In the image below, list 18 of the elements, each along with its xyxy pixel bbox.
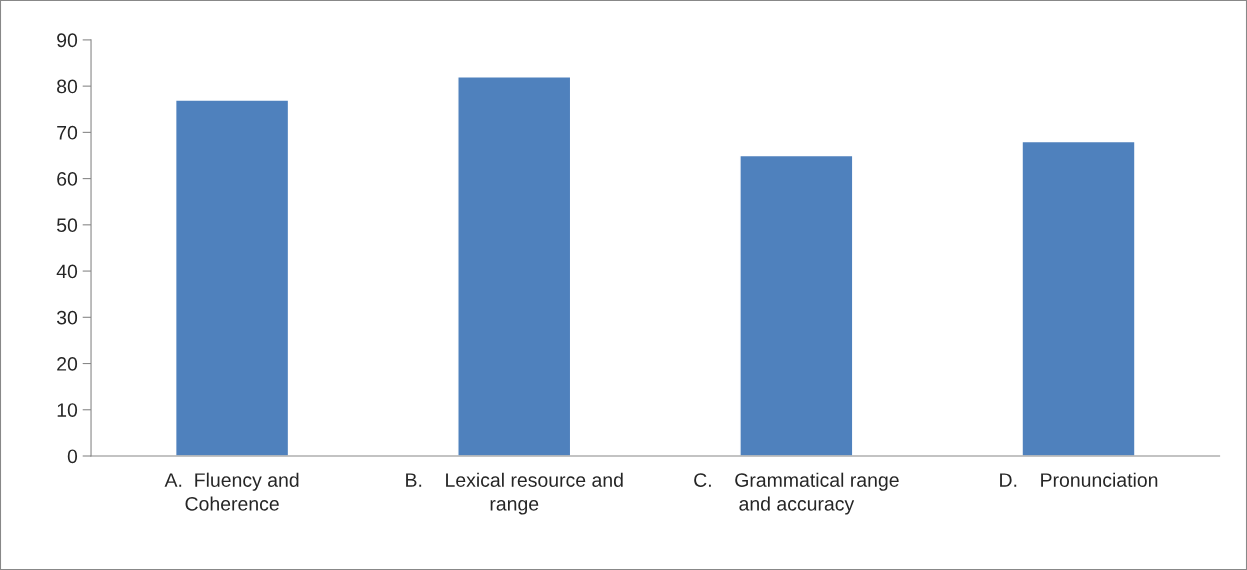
x-tick-label: C. Grammatical range and accuracy (694, 472, 899, 515)
y-tick-label: 70 (57, 125, 78, 140)
y-tick-label: 40 (56, 264, 78, 279)
y-tick-label: 50 (56, 218, 78, 233)
y-tick-label: 10 (57, 403, 78, 417)
y-tick-label: 60 (57, 172, 78, 186)
y-tick-label: 30 (56, 310, 78, 325)
y-tick-label: 0 (67, 449, 78, 464)
bar (174, 99, 290, 456)
y-tick-label: 90 (57, 33, 78, 48)
x-tick-label: A. Fluency and Coherence (164, 472, 299, 511)
bar (457, 76, 572, 456)
y-tick-label: 20 (57, 357, 78, 371)
bar (739, 154, 854, 456)
x-tick-label: B. Lexical resource and range (406, 472, 623, 515)
y-tick-label: 80 (57, 79, 78, 94)
bar (1021, 140, 1136, 456)
x-tick-label: D. Pronunciation (1000, 472, 1158, 487)
